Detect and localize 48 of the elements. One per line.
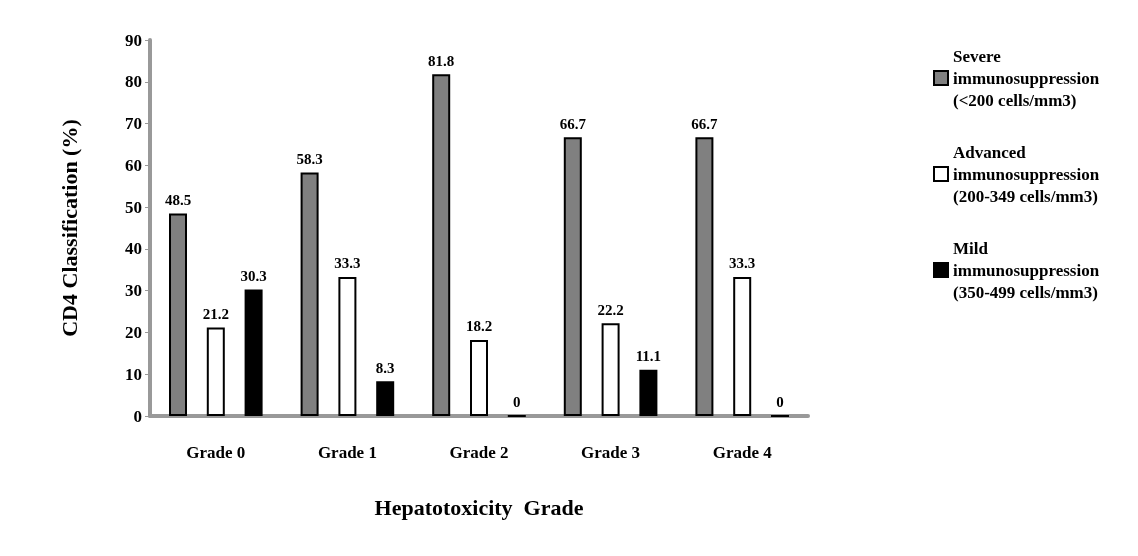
data-label: 48.5 — [164, 191, 192, 208]
y-tick-label: 10 — [125, 364, 142, 384]
bar — [470, 339, 488, 416]
legend-label: Mild immunosuppression (350-499 cells/mm3) — [953, 238, 1104, 302]
x-tick-label: Grade 4 — [712, 443, 773, 462]
data-label: 21.2 — [202, 305, 229, 322]
x-tick-label: Grade 3 — [581, 443, 641, 462]
y-tick-label: 40 — [125, 239, 142, 259]
y-tick-label: 80 — [125, 72, 142, 92]
data-label: 58.3 — [296, 150, 323, 167]
bar — [206, 327, 225, 416]
legend-label: Advanced immunosuppression (200-349 cells/mm3) — [953, 142, 1104, 206]
bar — [432, 74, 451, 416]
data-label: 30.3 — [240, 267, 267, 284]
data-label: 33.3 — [729, 255, 756, 272]
y-tick-label: 50 — [125, 197, 142, 217]
data-label: 66.7 — [691, 115, 719, 132]
bar — [300, 172, 319, 416]
y-tick-label: 90 — [125, 30, 142, 50]
y-tick-label: 0 — [133, 406, 142, 426]
y-tick-label: 30 — [125, 281, 142, 301]
bar — [639, 369, 658, 416]
data-label: 0 — [513, 393, 521, 410]
data-label: 81.8 — [428, 52, 455, 69]
data-label: 0 — [776, 393, 784, 410]
y-tick-label: 70 — [125, 114, 142, 134]
y-axis-title: CD4 Classification (%) — [56, 119, 82, 337]
data-label: 18.2 — [465, 318, 493, 335]
bar — [376, 381, 395, 416]
bar — [695, 137, 714, 416]
data-label: 11.1 — [635, 348, 662, 365]
x-axis-title: Hepatotoxicity Grade — [374, 494, 584, 520]
data-label: 66.7 — [559, 115, 587, 132]
bar — [169, 213, 187, 416]
x-tick-label: Grade 1 — [317, 443, 377, 462]
y-tick-label: 60 — [125, 155, 142, 175]
data-label: 8.3 — [375, 359, 395, 376]
x-tick-label: Grade 0 — [186, 443, 246, 462]
bar — [601, 323, 620, 416]
data-label: 22.2 — [597, 301, 624, 318]
y-tick-label: 20 — [125, 322, 142, 342]
bar — [244, 289, 263, 416]
data-label: 33.3 — [334, 255, 361, 272]
x-tick-label: Grade 2 — [449, 443, 509, 462]
legend-label: Severe immunosuppression (<200 cells/mm3) — [953, 46, 1104, 110]
bar — [733, 276, 752, 416]
bar — [563, 137, 582, 416]
bar — [338, 276, 357, 416]
